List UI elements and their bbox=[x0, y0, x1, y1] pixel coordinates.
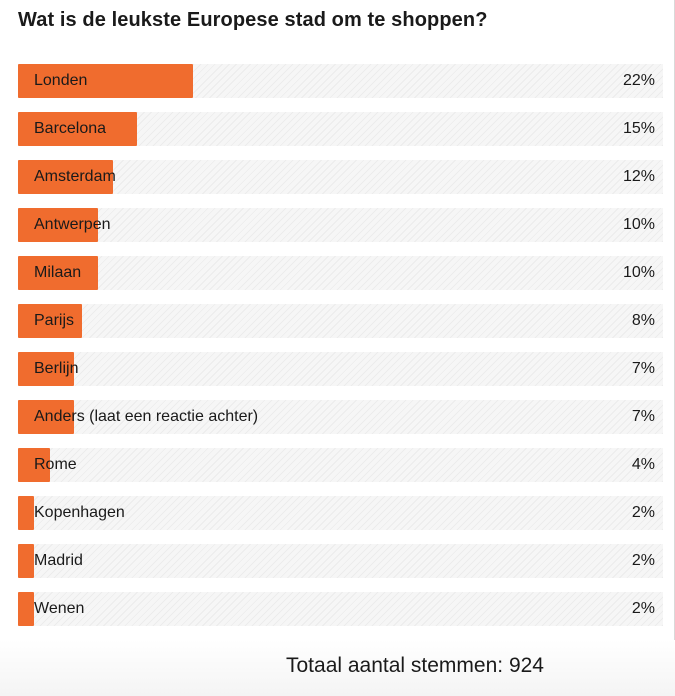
result-bar bbox=[18, 208, 98, 242]
option-percent: 10% bbox=[622, 216, 655, 233]
poll-option-kopenhagen[interactable]: Kopenhagen 2% bbox=[18, 496, 663, 530]
poll-option-antwerpen[interactable]: Antwerpen 10% bbox=[18, 208, 663, 242]
result-bar bbox=[18, 352, 74, 386]
poll-option-barcelona[interactable]: Barcelona 15% bbox=[18, 112, 663, 146]
option-label: Amsterdam bbox=[34, 168, 116, 185]
option-percent: 22% bbox=[622, 72, 655, 89]
option-label: Barcelona bbox=[34, 120, 107, 137]
result-bar bbox=[18, 256, 98, 290]
result-bar bbox=[18, 592, 34, 626]
poll-option-londen[interactable]: Londen 22% bbox=[18, 64, 663, 98]
option-percent: 7% bbox=[631, 360, 655, 377]
result-bar bbox=[18, 448, 50, 482]
poll-options: Londen 22% Barcelona 15% Amsterdam 12% A… bbox=[18, 64, 663, 640]
total-votes: Totaal aantal stemmen: 924 bbox=[286, 654, 544, 677]
result-bar bbox=[18, 160, 113, 194]
poll-option-berlijn[interactable]: Berlijn 7% bbox=[18, 352, 663, 386]
poll-question: Wat is de leukste Europese stad om te sh… bbox=[18, 9, 488, 31]
option-percent: 8% bbox=[631, 312, 655, 329]
footer-shade bbox=[0, 640, 675, 696]
poll-option-parijs[interactable]: Parijs 8% bbox=[18, 304, 663, 338]
option-percent: 12% bbox=[622, 168, 655, 185]
option-label: Anders (laat een reactie achter) bbox=[34, 408, 259, 425]
result-bar bbox=[18, 544, 34, 578]
option-label: Milaan bbox=[34, 264, 82, 281]
result-bar bbox=[18, 64, 193, 98]
option-label: Wenen bbox=[34, 600, 85, 617]
poll-option-amsterdam[interactable]: Amsterdam 12% bbox=[18, 160, 663, 194]
option-label: Kopenhagen bbox=[34, 504, 125, 521]
poll-option-milaan[interactable]: Milaan 10% bbox=[18, 256, 663, 290]
option-label: Londen bbox=[34, 72, 88, 89]
option-percent: 2% bbox=[631, 552, 655, 569]
option-percent: 2% bbox=[631, 600, 655, 617]
option-label: Madrid bbox=[34, 552, 83, 569]
poll-option-madrid[interactable]: Madrid 2% bbox=[18, 544, 663, 578]
option-percent: 4% bbox=[631, 456, 655, 473]
result-bar bbox=[18, 496, 34, 530]
poll-option-rome[interactable]: Rome 4% bbox=[18, 448, 663, 482]
poll-option-anders[interactable]: Anders (laat een reactie achter) 7% bbox=[18, 400, 663, 434]
option-label: Antwerpen bbox=[34, 216, 111, 233]
option-label: Berlijn bbox=[34, 360, 79, 377]
option-label: Parijs bbox=[34, 312, 75, 329]
result-bar bbox=[18, 400, 74, 434]
option-percent: 10% bbox=[622, 264, 655, 281]
option-percent: 15% bbox=[622, 120, 655, 137]
poll-option-wenen[interactable]: Wenen 2% bbox=[18, 592, 663, 626]
option-percent: 2% bbox=[631, 504, 655, 521]
option-label: Rome bbox=[34, 456, 77, 473]
result-bar bbox=[18, 304, 82, 338]
result-bar bbox=[18, 112, 137, 146]
option-percent: 7% bbox=[631, 408, 655, 425]
